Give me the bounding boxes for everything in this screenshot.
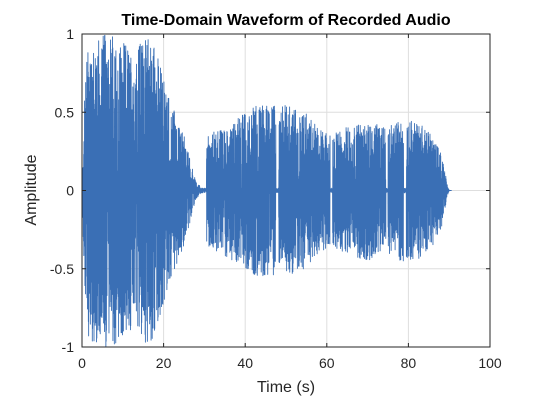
y-tick-label: 0.5	[55, 104, 75, 120]
y-tick-label: -1	[62, 339, 75, 355]
x-axis-label: Time (s)	[257, 379, 315, 396]
x-tick-label: 40	[237, 355, 253, 371]
y-tick-label: 0	[66, 183, 74, 199]
x-tick-label: 100	[478, 355, 502, 371]
waveform-series	[82, 35, 452, 346]
x-tick-label: 20	[156, 355, 172, 371]
chart-title: Time-Domain Waveform of Recorded Audio	[121, 12, 450, 29]
y-axis-label: Amplitude	[23, 154, 40, 225]
x-tick-label: 60	[319, 355, 335, 371]
y-tick-label: -0.5	[50, 261, 74, 277]
y-tick-label: 1	[66, 26, 74, 42]
x-tick-label: 0	[78, 355, 86, 371]
x-tick-label: 80	[401, 355, 417, 371]
waveform-line	[82, 35, 452, 346]
